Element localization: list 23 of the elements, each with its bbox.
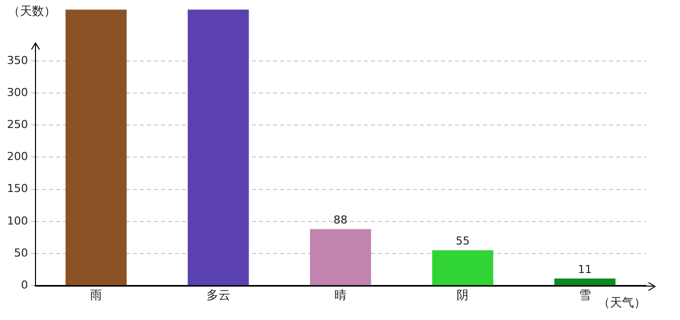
data-label: 11 [578, 262, 592, 276]
y-tick-label: 150 [6, 182, 28, 196]
bar [432, 250, 494, 286]
y-tick-label: 200 [6, 150, 28, 164]
bar [554, 278, 616, 286]
x-tick-label: 阴 [456, 288, 469, 302]
x-tick-label: 晴 [334, 288, 346, 302]
y-tick-label: 250 [6, 118, 28, 131]
x-tick-label: 雪 [578, 288, 591, 302]
bar [66, 10, 127, 286]
x-tick-label: 雨 [90, 288, 102, 302]
bar [188, 10, 249, 286]
x-tick-label: 多云 [206, 288, 230, 302]
x-axis-title: （天气） [598, 296, 646, 310]
y-tick-label: 0 [20, 278, 28, 292]
bar [310, 229, 372, 286]
y-tick-label: 350 [6, 54, 28, 67]
y-tick-label: 300 [6, 86, 28, 99]
y-tick-label: 50 [14, 246, 28, 260]
data-label: 55 [456, 234, 470, 248]
y-axis-title: （天数） [8, 4, 56, 18]
data-label: 88 [334, 213, 348, 226]
y-tick-label: 100 [6, 214, 28, 228]
